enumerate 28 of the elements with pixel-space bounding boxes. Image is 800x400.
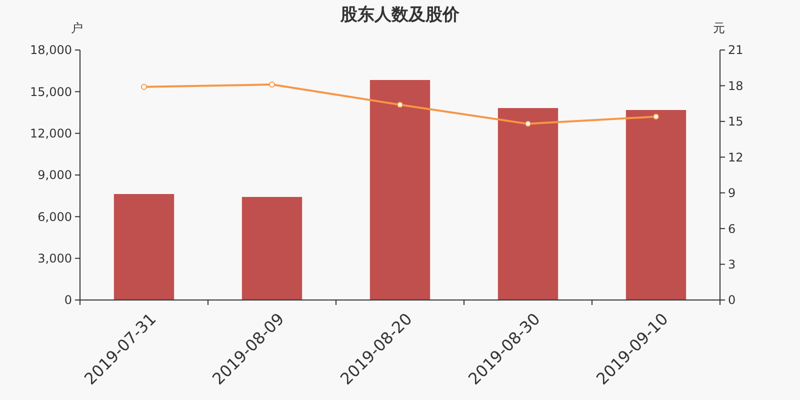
bar <box>370 80 430 300</box>
y-tick-label: 6,000 <box>38 210 72 224</box>
bar <box>242 196 302 300</box>
point <box>141 84 147 90</box>
bar <box>498 108 558 300</box>
y2-tick-label: 15 <box>728 114 744 129</box>
point <box>269 82 275 88</box>
bar <box>626 110 686 300</box>
y-tick-label: 15,000 <box>30 84 72 99</box>
y-axis-title: 户 <box>71 21 83 35</box>
point <box>397 102 403 108</box>
y2-axis-title: 元 <box>713 21 725 35</box>
point <box>525 120 531 127</box>
point <box>653 114 659 120</box>
y-tick-label: 3,000 <box>38 252 72 266</box>
chart-title: 股东人数及股价 <box>340 5 460 25</box>
y-tick-label: 12,000 <box>30 126 72 141</box>
y2-tick-label: 9 <box>728 186 736 200</box>
y-tick-label: 18,000 <box>30 43 72 58</box>
y2-tick-label: 0 <box>728 293 736 308</box>
y2-tick-label: 21 <box>728 43 744 58</box>
y-tick-label: 0 <box>64 293 72 308</box>
y2-tick-label: 18 <box>728 78 744 93</box>
y2-tick-label: 3 <box>728 257 736 272</box>
y2-tick-label: 6 <box>728 222 736 236</box>
y-tick-label: 9,000 <box>38 168 72 182</box>
y2-tick-label: 12 <box>728 150 744 164</box>
bar <box>114 194 174 300</box>
